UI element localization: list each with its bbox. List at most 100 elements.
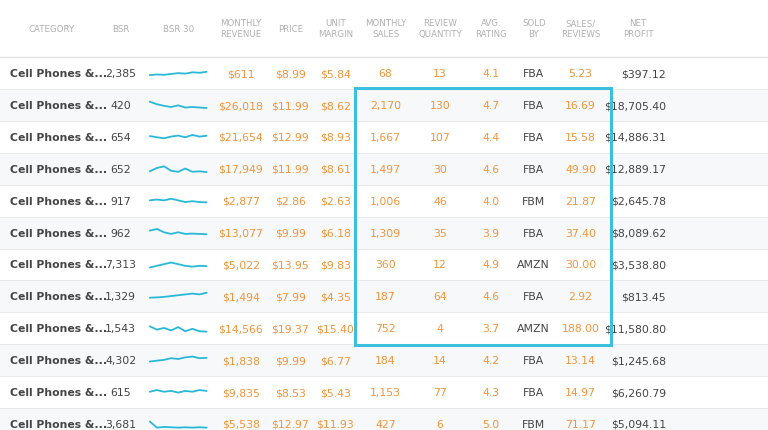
Text: $1,245.68: $1,245.68 — [611, 355, 666, 366]
Text: 4.6: 4.6 — [482, 164, 499, 175]
Text: Cell Phones &...: Cell Phones &... — [10, 164, 107, 175]
Text: 12: 12 — [433, 260, 447, 270]
FancyBboxPatch shape — [0, 281, 768, 313]
Text: FBA: FBA — [523, 132, 545, 143]
Text: 1,006: 1,006 — [370, 196, 401, 206]
Text: 615: 615 — [111, 387, 131, 397]
Text: 5.23: 5.23 — [568, 69, 593, 79]
Text: Cell Phones &...: Cell Phones &... — [10, 101, 107, 111]
Text: 4: 4 — [437, 323, 443, 334]
Text: $8.53: $8.53 — [275, 387, 306, 397]
Text: Cell Phones &...: Cell Phones &... — [10, 69, 107, 79]
Text: 4.9: 4.9 — [482, 260, 499, 270]
Text: $5.43: $5.43 — [319, 387, 351, 397]
Text: $6.77: $6.77 — [319, 355, 351, 366]
Text: $3,538.80: $3,538.80 — [611, 260, 666, 270]
Text: PRICE: PRICE — [278, 25, 303, 34]
Text: 1,667: 1,667 — [370, 132, 401, 143]
Text: Cell Phones &...: Cell Phones &... — [10, 419, 107, 429]
Text: 427: 427 — [376, 419, 396, 429]
Text: 652: 652 — [111, 164, 131, 175]
Text: $4.35: $4.35 — [319, 292, 351, 302]
Text: SOLD
BY: SOLD BY — [522, 19, 545, 39]
Text: 68: 68 — [379, 69, 392, 79]
Text: MONTHLY
REVENUE: MONTHLY REVENUE — [220, 19, 261, 39]
Text: $1,494: $1,494 — [222, 292, 260, 302]
Text: $11.99: $11.99 — [271, 164, 310, 175]
FancyBboxPatch shape — [0, 249, 768, 281]
Text: $5,094.11: $5,094.11 — [611, 419, 666, 429]
Text: $9.99: $9.99 — [275, 355, 306, 366]
Text: 77: 77 — [433, 387, 447, 397]
Text: 3.7: 3.7 — [482, 323, 499, 334]
Text: $15.40: $15.40 — [316, 323, 354, 334]
Text: 4.7: 4.7 — [482, 101, 499, 111]
Text: Cell Phones &...: Cell Phones &... — [10, 292, 107, 302]
Text: $19.37: $19.37 — [271, 323, 310, 334]
Text: $2,877: $2,877 — [222, 196, 260, 206]
Text: NET
PROFIT: NET PROFIT — [623, 19, 654, 39]
FancyBboxPatch shape — [0, 58, 768, 90]
FancyBboxPatch shape — [0, 122, 768, 154]
FancyBboxPatch shape — [0, 154, 768, 185]
Text: FBA: FBA — [523, 69, 545, 79]
Text: 37.40: 37.40 — [565, 228, 596, 238]
FancyBboxPatch shape — [0, 90, 768, 122]
Text: $2.63: $2.63 — [319, 196, 351, 206]
Text: FBA: FBA — [523, 164, 545, 175]
Text: $8.99: $8.99 — [275, 69, 306, 79]
Text: Cell Phones &...: Cell Phones &... — [10, 196, 107, 206]
Text: 420: 420 — [110, 101, 131, 111]
Text: $12.97: $12.97 — [271, 419, 310, 429]
Text: 13: 13 — [433, 69, 447, 79]
Text: 21.87: 21.87 — [565, 196, 596, 206]
Text: 14.97: 14.97 — [565, 387, 596, 397]
Text: $9.83: $9.83 — [319, 260, 351, 270]
Text: Cell Phones &...: Cell Phones &... — [10, 323, 107, 334]
Text: 2,385: 2,385 — [105, 69, 136, 79]
Text: 4.4: 4.4 — [482, 132, 499, 143]
Text: 15.58: 15.58 — [565, 132, 596, 143]
Text: $9.99: $9.99 — [275, 228, 306, 238]
Text: $11.99: $11.99 — [271, 101, 310, 111]
Text: 49.90: 49.90 — [565, 164, 596, 175]
Text: $18,705.40: $18,705.40 — [604, 101, 666, 111]
FancyBboxPatch shape — [0, 408, 768, 430]
Text: 1,543: 1,543 — [105, 323, 136, 334]
Text: FBA: FBA — [523, 355, 545, 366]
Text: 184: 184 — [376, 355, 396, 366]
Text: MONTHLY
SALES: MONTHLY SALES — [365, 19, 406, 39]
Text: 3.9: 3.9 — [482, 228, 499, 238]
Text: 2,170: 2,170 — [370, 101, 401, 111]
Text: $2,645.78: $2,645.78 — [611, 196, 666, 206]
Text: $12.99: $12.99 — [271, 132, 310, 143]
Text: Cell Phones &...: Cell Phones &... — [10, 132, 107, 143]
Text: 46: 46 — [433, 196, 447, 206]
Text: UNIT
MARGIN: UNIT MARGIN — [318, 19, 353, 39]
Text: 654: 654 — [111, 132, 131, 143]
Text: $17,949: $17,949 — [218, 164, 263, 175]
Text: 30: 30 — [433, 164, 447, 175]
Text: 35: 35 — [433, 228, 447, 238]
Text: $6,260.79: $6,260.79 — [611, 387, 666, 397]
Text: 1,153: 1,153 — [370, 387, 401, 397]
Text: CATEGORY: CATEGORY — [28, 25, 74, 34]
Text: 4,302: 4,302 — [105, 355, 136, 366]
Text: $6.18: $6.18 — [319, 228, 351, 238]
Text: FBM: FBM — [522, 196, 545, 206]
Text: BSR 30: BSR 30 — [163, 25, 194, 34]
Text: $8.61: $8.61 — [319, 164, 351, 175]
Text: $14,886.31: $14,886.31 — [604, 132, 666, 143]
Text: $14,566: $14,566 — [218, 323, 263, 334]
FancyBboxPatch shape — [0, 344, 768, 376]
Text: 2.92: 2.92 — [568, 292, 593, 302]
Text: $5,022: $5,022 — [222, 260, 260, 270]
Text: 16.69: 16.69 — [565, 101, 596, 111]
Text: Cell Phones &...: Cell Phones &... — [10, 260, 107, 270]
Text: 917: 917 — [111, 196, 131, 206]
Text: 1,329: 1,329 — [105, 292, 136, 302]
Text: 3,681: 3,681 — [105, 419, 136, 429]
Text: 1,309: 1,309 — [370, 228, 401, 238]
Text: $611: $611 — [227, 69, 254, 79]
Text: 360: 360 — [375, 260, 396, 270]
